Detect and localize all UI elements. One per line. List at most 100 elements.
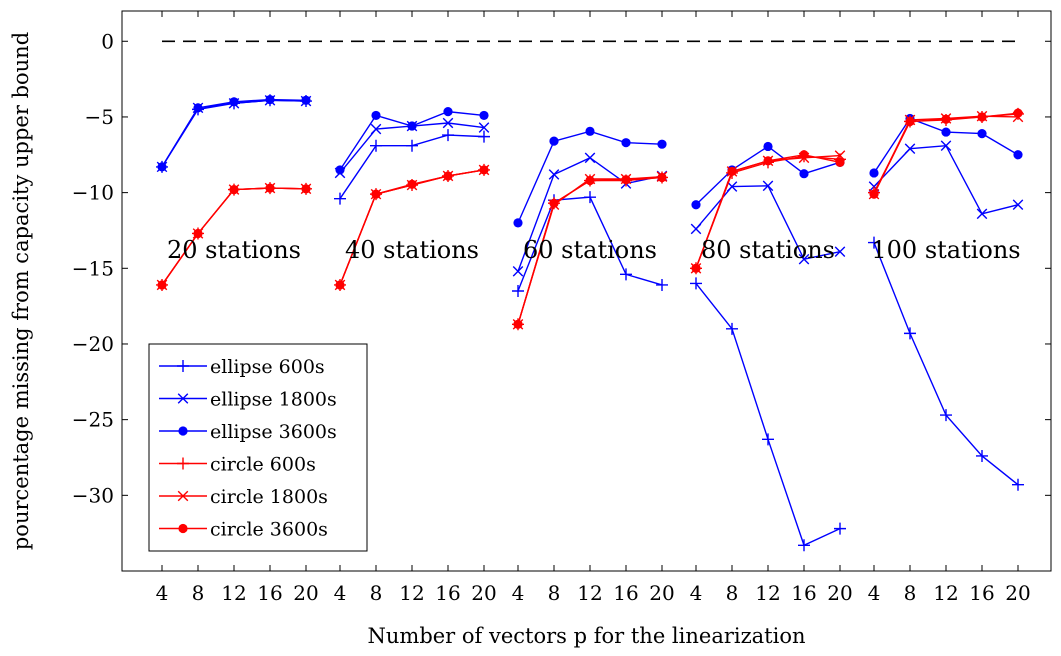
legend-marker (177, 360, 189, 372)
point-circle-3600s (301, 184, 311, 194)
point-ellipse-3600s (479, 110, 489, 121)
y-tick-label: 0 (101, 29, 114, 53)
legend-label: ellipse 600s (210, 356, 325, 378)
point-ellipse-3600s (229, 97, 239, 107)
point-circle-3600s (835, 157, 845, 167)
group-label: 80 stations (701, 236, 835, 264)
point-circle-3600s (763, 156, 773, 166)
point-ellipse-1800s (478, 122, 490, 133)
x-tick-label: 20 (649, 581, 674, 605)
x-tick-label: 16 (969, 581, 994, 605)
point-ellipse-1800s (442, 117, 454, 129)
point-ellipse-3600s (763, 141, 773, 152)
point-ellipse-1800s (940, 140, 952, 151)
point-ellipse-1800s (868, 181, 880, 192)
legend-entry-ellipse-3600s: ellipse 3600s (159, 421, 337, 443)
plot-frame (121, 10, 1052, 572)
point-ellipse-3600s (977, 128, 987, 139)
legend-entry-circle-600s: circle 600s (159, 454, 316, 476)
point-circle-3600s (657, 172, 667, 183)
point-ellipse-600s (370, 139, 382, 152)
point-ellipse-600s (940, 409, 952, 422)
point-ellipse-600s (834, 522, 846, 535)
point-circle-3600s (443, 171, 453, 181)
point-circle-3600s (799, 150, 809, 160)
point-ellipse-1800s (904, 143, 916, 155)
y-tick-label: −5 (85, 105, 114, 129)
point-ellipse-600s (334, 192, 346, 205)
x-tick-label: 12 (933, 581, 958, 605)
group-label: 40 stations (345, 236, 479, 264)
point-ellipse-1800s (690, 223, 702, 235)
point-ellipse-600s (690, 277, 702, 290)
point-ellipse-3600s (691, 200, 701, 210)
point-ellipse-3600s (799, 169, 809, 179)
point-ellipse-3600s (371, 110, 381, 121)
series-line-ellipse-600s (873, 242, 1019, 486)
x-tick-label: 4 (512, 581, 525, 605)
point-ellipse-3600s (443, 107, 453, 117)
group-20-stations (156, 94, 312, 291)
point-circle-3600s (407, 179, 417, 189)
legend: ellipse 600s ellipse 1800s ellipse 3600s ci… (148, 343, 368, 552)
x-tick-label: 12 (755, 581, 780, 605)
point-circle-3600s (229, 184, 239, 195)
x-tick-label: 4 (334, 581, 347, 605)
point-circle-3600s (727, 166, 737, 177)
x-tick-label: 16 (613, 581, 638, 605)
point-ellipse-1800s (548, 169, 560, 180)
x-tick-label: 12 (221, 581, 246, 605)
point-ellipse-1800s (584, 152, 596, 164)
x-tick-label: 4 (156, 581, 169, 605)
legend-entry-ellipse-1800s: ellipse 1800s (159, 389, 337, 411)
series-line-ellipse-600s (161, 99, 307, 168)
x-tick-label: 12 (577, 581, 602, 605)
legend-marker (178, 523, 188, 534)
point-ellipse-600s (726, 322, 738, 335)
point-ellipse-3600s (585, 126, 595, 136)
y-tick-label: −20 (72, 332, 114, 356)
point-ellipse-600s (512, 285, 524, 297)
y-tick-label: −30 (72, 483, 114, 507)
x-tick-label: 20 (1005, 581, 1030, 605)
y-tick-label: −10 (72, 181, 114, 205)
group-label: 100 stations (871, 236, 1020, 264)
group-label: 60 stations (523, 236, 657, 264)
point-ellipse-3600s (157, 162, 167, 172)
legend-entry-circle-1800s: circle 1800s (159, 486, 328, 508)
legend-marker (177, 393, 189, 404)
x-tick-label: 4 (868, 581, 881, 605)
x-tick-label: 20 (293, 581, 318, 605)
point-ellipse-3600s (301, 95, 311, 105)
group-100-stations (868, 107, 1024, 491)
point-ellipse-600s (762, 433, 774, 446)
point-ellipse-3600s (621, 138, 631, 148)
point-ellipse-600s (656, 278, 668, 291)
point-circle-3600s (513, 319, 523, 329)
point-ellipse-3600s (941, 127, 951, 137)
point-ellipse-600s (478, 130, 490, 143)
point-ellipse-3600s (549, 136, 559, 146)
axes: 0−5−10−15−20−25−304 8 12 16 20 4 8 12 16 20 4 8 12 16… (72, 10, 1052, 605)
series-line-ellipse-600s (695, 282, 841, 547)
x-tick-label: 16 (257, 581, 282, 605)
legend-label: ellipse 3600s (210, 421, 337, 443)
point-ellipse-600s (868, 236, 880, 249)
legend-marker (177, 457, 189, 470)
x-tick-label: 8 (904, 581, 917, 605)
legend-label: ellipse 1800s (210, 389, 337, 411)
x-tick-label: 12 (399, 581, 424, 605)
x-tick-label: 8 (726, 581, 739, 605)
point-circle-3600s (941, 114, 951, 124)
legend-marker (177, 490, 189, 502)
x-tick-label: 8 (192, 581, 205, 605)
x-tick-label: 8 (548, 581, 561, 605)
point-circle-3600s (157, 280, 167, 290)
group-label: 20 stations (167, 236, 301, 264)
series-line-ellipse-3600s (695, 145, 841, 206)
x-tick-label: 16 (791, 581, 816, 605)
point-ellipse-600s (442, 129, 454, 142)
y-tick-label: −15 (72, 256, 114, 280)
legend-label: circle 3600s (210, 519, 328, 541)
